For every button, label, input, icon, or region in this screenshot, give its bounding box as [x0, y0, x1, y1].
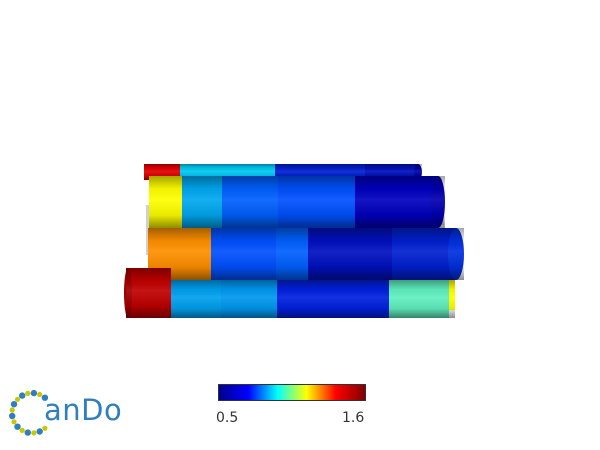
logo-dot: [25, 390, 31, 396]
logo-dot: [36, 428, 43, 435]
logo-dot: [37, 391, 43, 398]
logo-dot: [19, 427, 25, 433]
logo-dot: [24, 429, 31, 436]
logo-dot: [31, 430, 37, 436]
logo-dot: [14, 423, 21, 430]
logo-dot: [41, 394, 49, 401]
colorbar-min-label: 0.5: [216, 410, 239, 426]
logo-dot: [9, 407, 15, 413]
logo-dot: [9, 412, 16, 420]
logo-dot: [10, 401, 18, 408]
cando-logo: [9, 389, 49, 436]
logo-wordmark: anDo: [44, 393, 123, 427]
colorbar-scale: [218, 384, 366, 401]
helix-upper: [149, 176, 445, 228]
logo-dot: [30, 389, 38, 397]
helix-middle: [148, 228, 464, 280]
logo-dot: [42, 425, 48, 431]
logo-dot: [11, 419, 17, 425]
logo-helix-c-icon: [9, 389, 49, 436]
logo-dot: [14, 396, 21, 402]
logo-dot: [19, 392, 26, 399]
colorbar-max-label: 1.6: [342, 410, 365, 426]
helix-lower: [124, 268, 455, 318]
